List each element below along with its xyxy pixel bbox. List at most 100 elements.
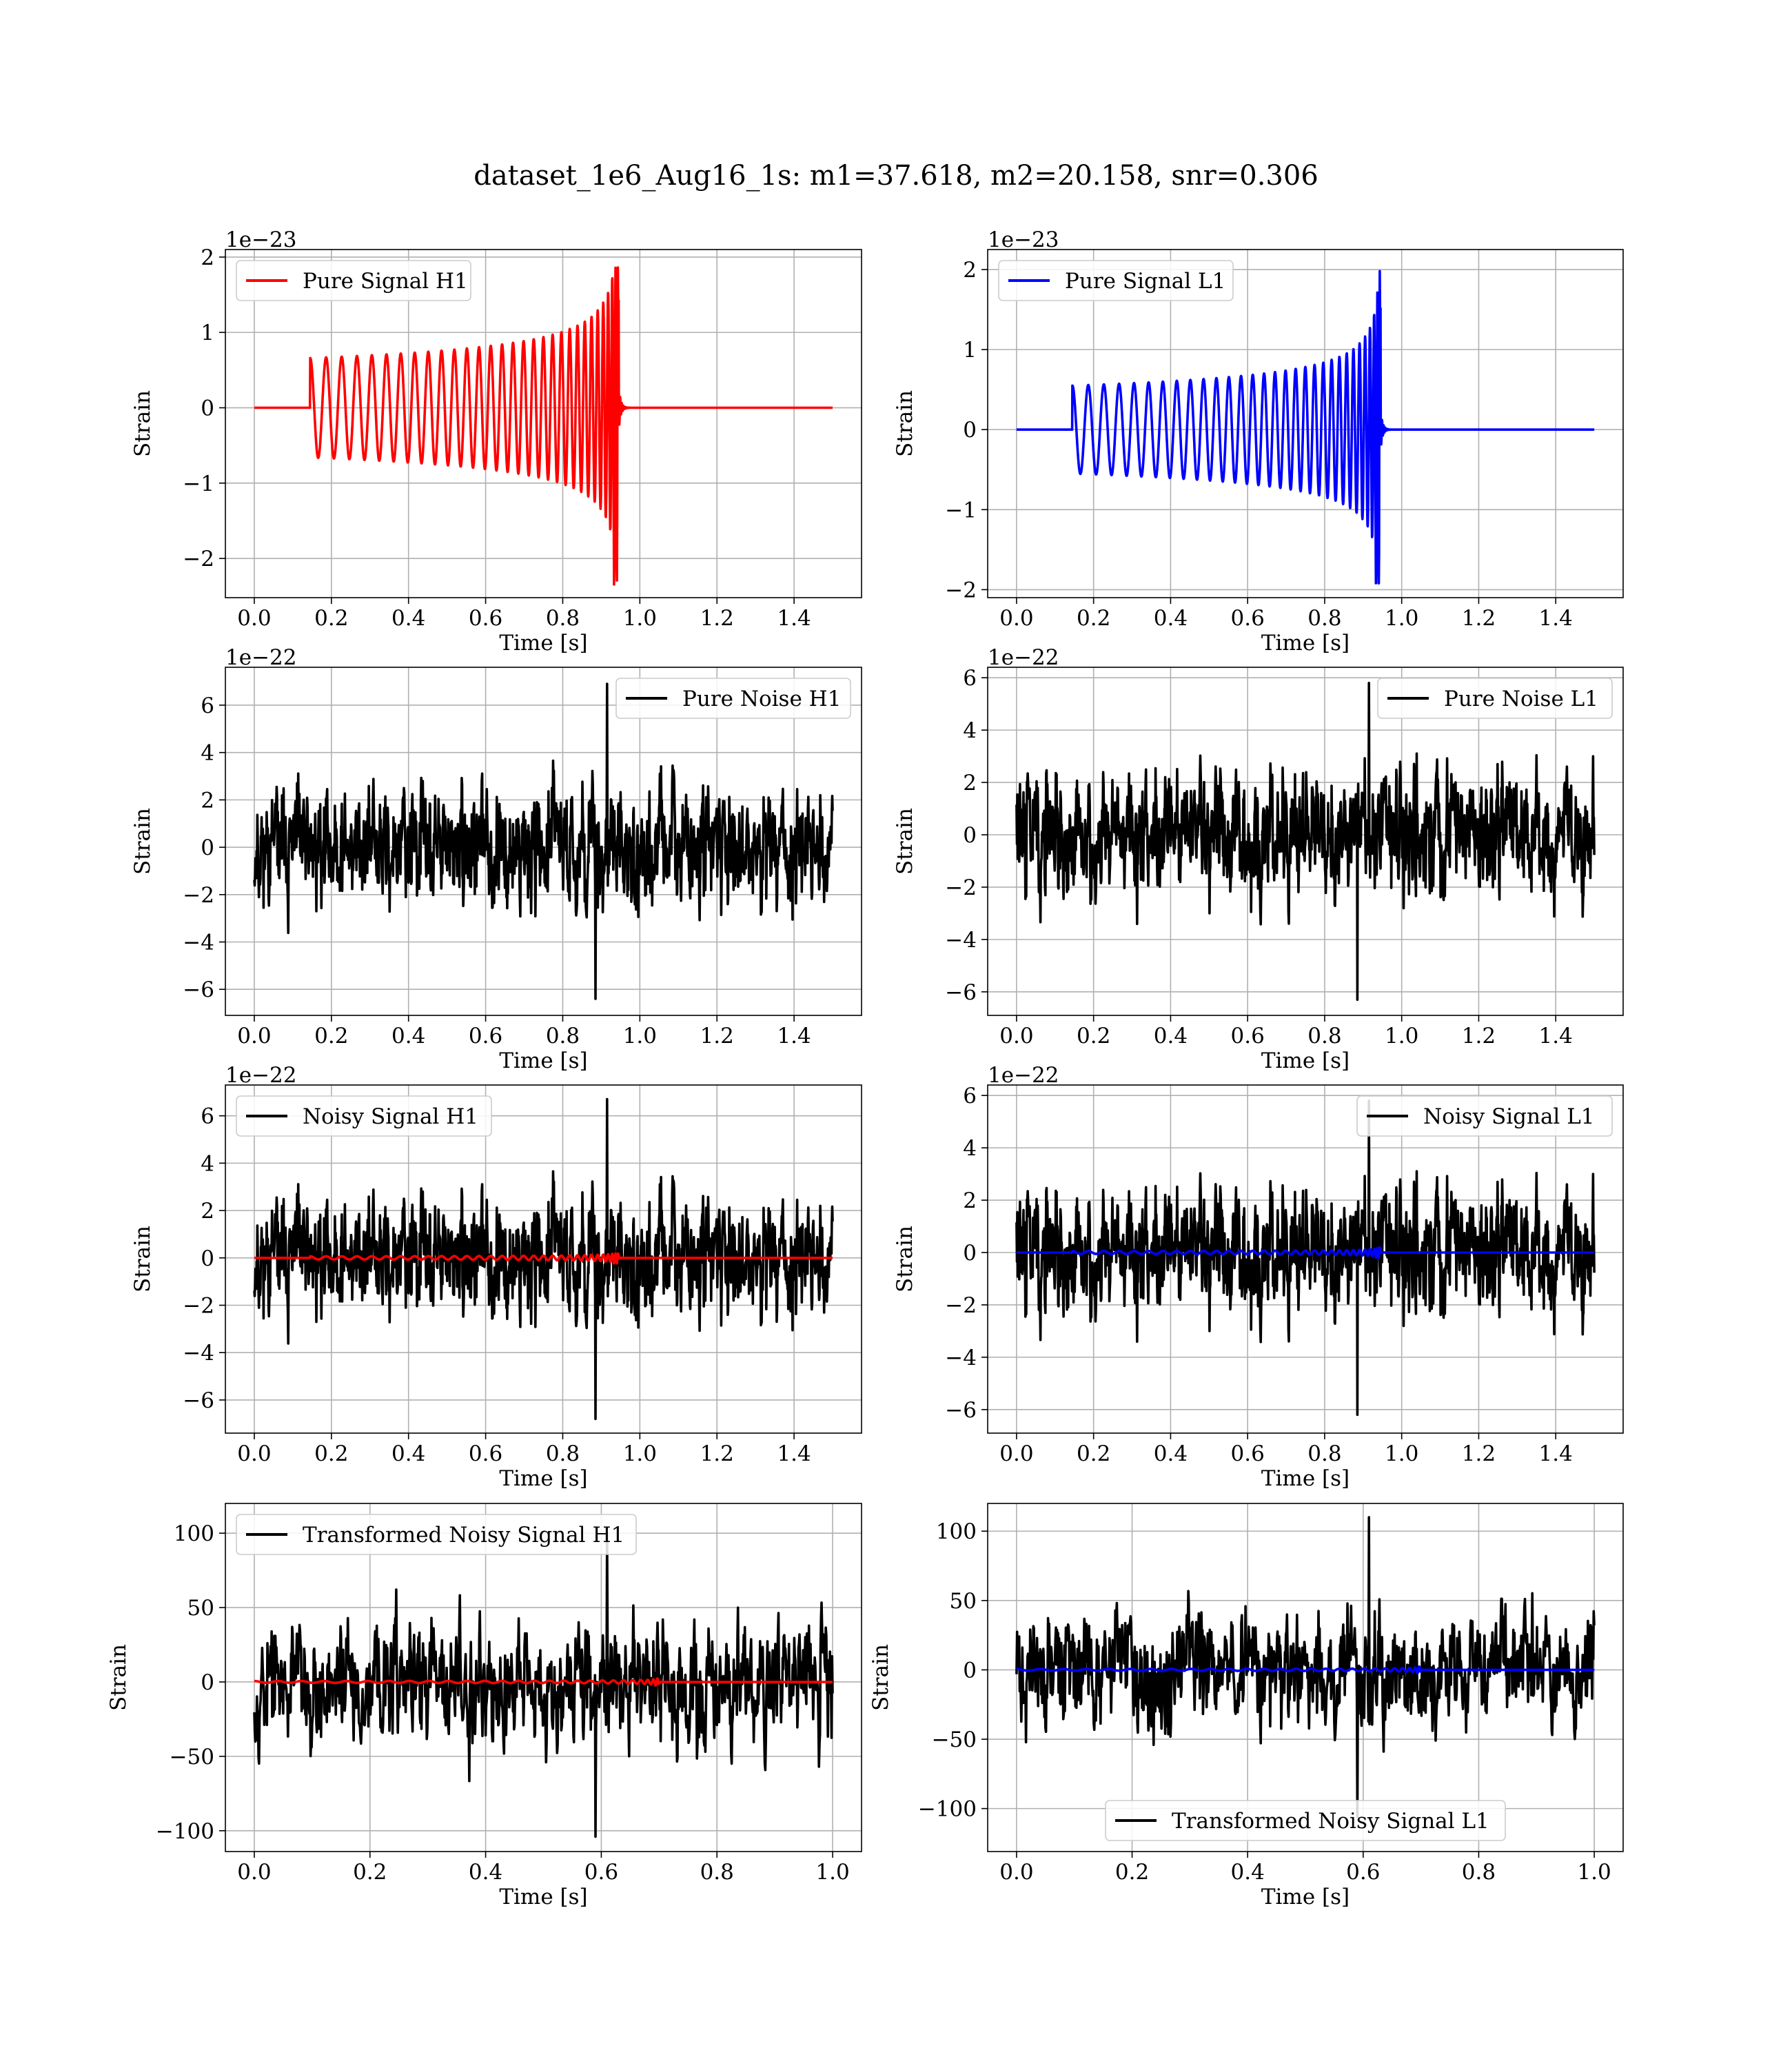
y-tick-label: −50: [170, 1745, 214, 1770]
x-tick-label: 0.0: [999, 1860, 1033, 1885]
x-tick-label: 0.2: [1115, 1860, 1149, 1885]
x-tick-label: 0.2: [314, 1024, 348, 1048]
y-tick-label: 2: [201, 245, 214, 270]
y-axis-label: Strain: [893, 808, 917, 875]
legend-label: Pure Noise H1: [682, 687, 841, 711]
axes-frame: [225, 667, 862, 1016]
axes-frame: [987, 249, 1624, 598]
legend-box: [236, 1514, 637, 1555]
legend: Pure Signal H1: [236, 260, 471, 301]
legend-box: [1377, 678, 1613, 719]
legend-box: [1105, 1800, 1506, 1841]
legend-box: [1356, 1095, 1613, 1137]
x-tick-label: 0.8: [546, 1024, 580, 1048]
x-tick-label: 0.2: [314, 606, 348, 631]
noisy-signal-h1-plot-area: [253, 1097, 834, 1421]
transformed-noisy-signal-l1-axes: 0.0 0.2 0.4 0.6 0.8 1.0 −100 −50 0 50 100 Time [s] S…: [868, 1503, 1624, 1909]
y-axis-label: Strain: [893, 390, 917, 457]
y-offset-text: 1e−23: [225, 227, 297, 252]
x-tick-label: 0.8: [546, 606, 580, 631]
y-tick-label: −2: [183, 1293, 214, 1318]
pure-noise-h1-axes: 0.0 0.2 0.4 0.6 0.8 1.0 1.2 1.4 −6 −4 −2 0 2 4 6 Time […: [130, 645, 862, 1073]
axes-frame: [987, 1503, 1624, 1852]
pure-signal-l1-plot-area: [1015, 270, 1596, 585]
transformed-noisy-signal-l1-plot-area: [1015, 1516, 1596, 1818]
x-tick-label: 0.4: [1154, 606, 1188, 631]
pure-noise-h1-plot-area: [253, 682, 834, 1000]
noisy-signal-h1-line: [253, 1097, 834, 1421]
axes-frame: [225, 1503, 862, 1852]
x-tick-label: 1.2: [700, 1441, 734, 1466]
y-tick-label: 0: [201, 1670, 214, 1695]
x-tick-label: 0.4: [469, 1860, 502, 1885]
y-tick-label: −4: [183, 1341, 214, 1366]
x-tick-label: 0.4: [391, 1024, 425, 1048]
legend: Pure Noise L1: [1377, 678, 1613, 719]
x-axis-label: Time [s]: [1261, 631, 1350, 656]
y-axis-label: Strain: [130, 808, 155, 875]
noisy-signal-l1-line: [1015, 1099, 1596, 1417]
pure-signal-h1-line: [253, 266, 834, 586]
x-tick-label: 1.0: [1385, 1024, 1418, 1048]
x-tick-label: 0.2: [1077, 606, 1110, 631]
x-tick-label: 0.2: [1077, 1024, 1110, 1048]
x-tick-label: 1.0: [815, 1860, 849, 1885]
x-tick-label: 1.4: [1539, 606, 1573, 631]
x-axis-label: Time [s]: [1261, 1885, 1350, 1909]
y-axis-label: Strain: [868, 1644, 893, 1711]
axes-frame: [987, 667, 1624, 1016]
x-tick-label: 0.8: [1307, 606, 1341, 631]
y-tick-label: −2: [183, 883, 214, 908]
y-offset-text: 1e−23: [988, 227, 1059, 252]
y-axis-label: Strain: [130, 1226, 155, 1292]
x-tick-label: 1.2: [700, 606, 734, 631]
y-tick-label: 6: [963, 1084, 977, 1108]
x-axis-label: Time [s]: [499, 631, 587, 656]
transformed-noisy-signal-h1-axes: 0.0 0.2 0.4 0.6 0.8 1.0 −100 −50 0 50 100 Time [s] S…: [106, 1503, 862, 1909]
y-axis-label: Strain: [893, 1226, 917, 1292]
axes-frame: [225, 1084, 862, 1434]
x-tick-label: 1.2: [1462, 1441, 1496, 1466]
figure-suptitle: dataset_1e6_Aug16_1s: m1=37.618, m2=20.1…: [474, 160, 1318, 192]
legend-label: Pure Signal L1: [1065, 269, 1225, 294]
y-tick-label: 6: [201, 1104, 214, 1129]
noisy-signal-h1-axes: 0.0 0.2 0.4 0.6 0.8 1.0 1.2 1.4 −6 −4 −2 0 2 4 6 Time […: [130, 1063, 862, 1491]
x-tick-label: 0.6: [1231, 1024, 1265, 1048]
x-tick-label: 1.4: [1539, 1024, 1573, 1048]
transformed-noisy-signal-h1-plot-area: [253, 1532, 834, 1838]
y-tick-label: 0: [201, 1246, 214, 1271]
legend-label: Pure Signal H1: [303, 269, 468, 294]
x-tick-label: 0.0: [237, 606, 271, 631]
x-axis-label: Time [s]: [1261, 1048, 1350, 1073]
x-tick-label: 0.6: [1346, 1860, 1380, 1885]
x-tick-label: 0.6: [469, 1024, 502, 1048]
x-tick-label: 1.0: [1385, 606, 1418, 631]
legend: Pure Noise H1: [615, 678, 851, 719]
legend-label: Pure Noise L1: [1444, 687, 1598, 711]
y-tick-label: 4: [201, 741, 214, 766]
x-tick-label: 1.2: [700, 1024, 734, 1048]
x-tick-label: 0.4: [1154, 1024, 1188, 1048]
x-tick-label: 1.0: [1577, 1860, 1611, 1885]
y-offset-text: 1e−22: [225, 645, 297, 670]
x-tick-label: 1.4: [1539, 1441, 1573, 1466]
y-tick-label: −6: [945, 1398, 977, 1423]
x-tick-label: 0.0: [999, 1441, 1033, 1466]
x-tick-label: 0.8: [546, 1441, 580, 1466]
x-tick-label: 1.4: [777, 1441, 811, 1466]
y-tick-label: 4: [201, 1151, 214, 1176]
pure-signal-l1-axes: 0.0 0.2 0.4 0.6 0.8 1.0 1.2 1.4 −2 −1 0 1 2 Time [s] S…: [893, 227, 1624, 656]
legend-label: Noisy Signal H1: [303, 1104, 478, 1129]
x-axis-label: Time [s]: [499, 1466, 587, 1491]
y-tick-label: −4: [945, 1346, 977, 1370]
x-tick-label: 0.8: [1462, 1860, 1496, 1885]
noisy-signal-l1-plot-area: [1015, 1099, 1596, 1417]
legend: Transformed Noisy Signal L1: [1105, 1800, 1506, 1841]
pure-noise-l1-axes: 0.0 0.2 0.4 0.6 0.8 1.0 1.2 1.4 −6 −4 −2 0 2 4 6 Time […: [893, 645, 1624, 1073]
x-tick-label: 0.6: [469, 606, 502, 631]
y-axis-label: Strain: [130, 390, 155, 457]
noisy-signal-l1-overlay-signal-line: [1015, 1246, 1596, 1259]
x-tick-label: 0.4: [391, 1441, 425, 1466]
y-tick-label: 2: [201, 1199, 214, 1224]
